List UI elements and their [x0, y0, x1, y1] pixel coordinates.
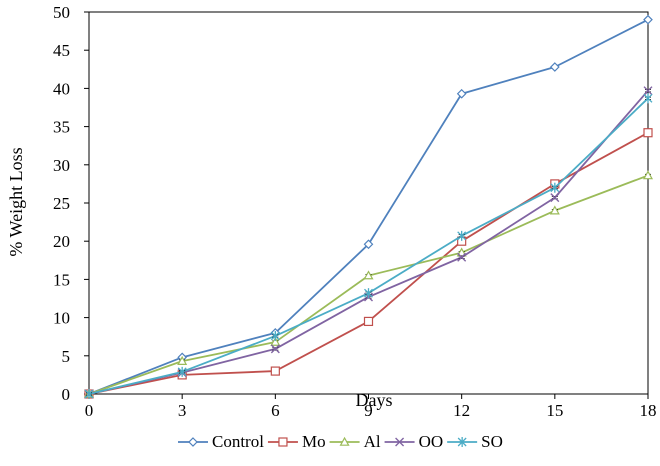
y-axis-title: % Weight Loss	[6, 147, 26, 256]
y-tick-label: 45	[53, 41, 70, 60]
data-point-mo	[270, 366, 280, 376]
data-point-so	[457, 230, 467, 241]
legend: Control Mo Al OO SO	[178, 432, 503, 451]
series-mo	[84, 128, 653, 399]
x-tick-label: 0	[85, 401, 94, 420]
legend-item-so: SO	[447, 432, 503, 451]
y-tick-label: 10	[53, 309, 70, 328]
data-point-oo	[643, 86, 653, 96]
y-tick-label: 0	[62, 385, 71, 404]
legend-item-mo: Mo	[267, 432, 326, 451]
legend-marker-al	[339, 436, 350, 446]
legend-item-oo: OO	[384, 432, 444, 451]
legend-item-control: Control	[178, 432, 264, 451]
legend-label-control: Control	[212, 432, 264, 451]
series-layer	[83, 14, 654, 399]
y-tick-label: 25	[53, 194, 70, 213]
y-tick-label: 40	[53, 79, 70, 98]
data-point-al	[177, 355, 188, 365]
legend-label-oo: OO	[419, 432, 444, 451]
x-tick-label: 12	[453, 401, 470, 420]
plot-area-frame	[88, 11, 649, 395]
y-tick-label: 5	[62, 347, 71, 366]
legend-marker-mo	[278, 437, 288, 447]
data-point-control	[643, 14, 653, 25]
data-point-oo	[457, 252, 467, 262]
legend-label-al: Al	[364, 432, 381, 451]
series-al	[83, 170, 654, 398]
x-axis-title: Days	[356, 390, 393, 410]
data-point-al	[270, 336, 281, 346]
y-tick-label: 35	[53, 118, 70, 137]
legend-marker-control	[188, 437, 198, 447]
x-tick-label: 18	[640, 401, 657, 420]
data-point-so	[550, 182, 560, 193]
x-tick-label: 15	[546, 401, 563, 420]
data-point-oo	[550, 193, 560, 203]
axes: 0 5 10 15 20 25 30 35 40 45 50 0 3 6 9 12 15 18	[53, 3, 657, 420]
data-point-oo	[270, 344, 280, 354]
x-tick-label: 9	[364, 401, 373, 420]
data-point-al	[363, 270, 374, 280]
legend-item-al: Al	[329, 432, 381, 451]
legend-label-mo: Mo	[302, 432, 326, 451]
data-point-al	[549, 205, 560, 215]
legend-label-so: SO	[481, 432, 503, 451]
data-point-so	[270, 330, 280, 341]
legend-marker-so	[457, 437, 467, 447]
legend-marker-oo	[395, 437, 405, 447]
data-point-al	[642, 170, 654, 180]
x-tick-label: 3	[178, 401, 187, 420]
x-tick-label: 6	[271, 401, 280, 420]
data-point-control	[456, 88, 467, 99]
data-point-control	[363, 239, 374, 250]
data-point-so	[84, 389, 94, 399]
y-tick-label: 50	[53, 3, 70, 22]
y-tick-label: 15	[53, 270, 70, 289]
series-so	[84, 93, 653, 399]
data-point-so	[364, 288, 373, 299]
y-tick-label: 20	[53, 232, 70, 251]
data-point-control	[549, 62, 560, 72]
y-tick-label: 30	[53, 156, 70, 175]
series-line-mo	[88, 131, 649, 395]
data-point-so	[177, 366, 187, 377]
data-point-so	[643, 93, 653, 104]
data-point-mo	[643, 128, 653, 138]
data-point-mo	[363, 316, 374, 327]
